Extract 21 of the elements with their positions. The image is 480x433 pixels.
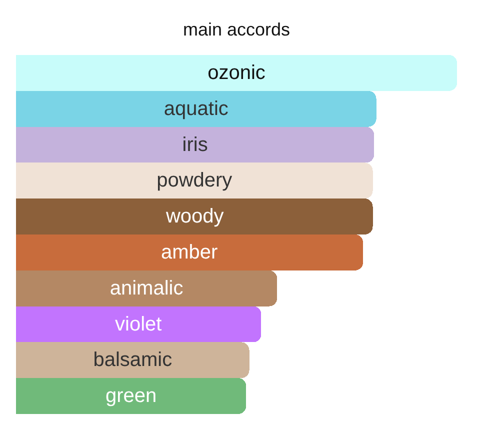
- y-tick-label: iris: [182, 134, 208, 156]
- y-tick-label: violet: [115, 313, 162, 336]
- bar: [16, 306, 262, 342]
- y-tick-label: amber: [161, 241, 218, 264]
- bar: [16, 234, 364, 270]
- bar: [16, 270, 278, 306]
- bar: [16, 90, 376, 127]
- y-tick-label: green: [106, 385, 157, 408]
- bar: [16, 126, 374, 163]
- bar: [16, 198, 373, 234]
- y-tick-label: woody: [164, 206, 224, 228]
- bar: [16, 342, 250, 378]
- bar: [16, 55, 457, 91]
- y-tick-label: aquatic: [164, 98, 228, 120]
- y-tick-label: powdery: [156, 170, 232, 192]
- y-tick-label: balsamic: [93, 349, 172, 372]
- y-tick-label: animalic: [110, 277, 184, 300]
- y-tick-label: ozonic: [208, 62, 266, 84]
- bar: [16, 162, 373, 199]
- bar: [16, 378, 246, 414]
- chart-title: main accords: [182, 19, 290, 40]
